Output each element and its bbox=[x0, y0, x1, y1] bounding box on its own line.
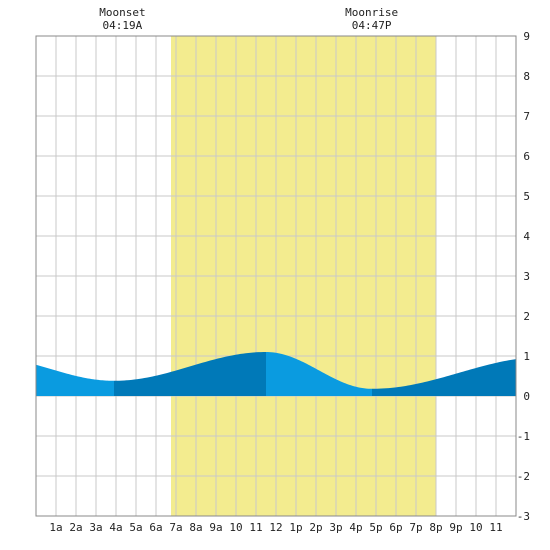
y-tick-labels: -3 -2 -1 0 1 2 3 4 5 6 7 8 9 bbox=[517, 30, 531, 523]
x-tick-label: 4p bbox=[349, 521, 362, 534]
tide-segment bbox=[266, 352, 372, 396]
tide-segment bbox=[372, 359, 516, 396]
x-tick-label: 2p bbox=[309, 521, 322, 534]
x-tick-label: 6a bbox=[149, 521, 162, 534]
tide-segment bbox=[114, 352, 266, 396]
y-tick-label: 0 bbox=[523, 390, 530, 403]
x-tick-label: 3p bbox=[329, 521, 342, 534]
x-tick-label: 7p bbox=[409, 521, 422, 534]
y-tick-label: 8 bbox=[523, 70, 530, 83]
x-tick-label: 5a bbox=[129, 521, 142, 534]
y-tick-label: -2 bbox=[517, 470, 530, 483]
x-tick-label: 10 bbox=[229, 521, 242, 534]
x-tick-label: 9a bbox=[209, 521, 222, 534]
x-tick-label: 1p bbox=[289, 521, 302, 534]
x-tick-label: 8a bbox=[189, 521, 202, 534]
x-tick-label: 3a bbox=[89, 521, 102, 534]
event-time: 04:19A bbox=[103, 19, 143, 32]
x-tick-label: 2a bbox=[69, 521, 82, 534]
event-name: Moonrise bbox=[345, 6, 398, 19]
grid-lines bbox=[36, 36, 516, 516]
x-tick-label: 10 bbox=[469, 521, 482, 534]
event-time: 04:47P bbox=[352, 19, 392, 32]
y-tick-label: 5 bbox=[523, 190, 530, 203]
y-tick-label: 6 bbox=[523, 150, 530, 163]
plot-border bbox=[35, 35, 517, 517]
y-tick-label: 2 bbox=[523, 310, 530, 323]
x-tick-label: 7a bbox=[169, 521, 182, 534]
x-tick-label: 6p bbox=[389, 521, 402, 534]
tide-segment bbox=[36, 364, 114, 396]
y-tick-label: 7 bbox=[523, 110, 530, 123]
x-tick-label: 1a bbox=[49, 521, 62, 534]
x-tick-labels: 1a 2a 3a 4a 5a 6a 7a 8a 9a 10 11 12 1p 2p 3p 4p 5p 6p 7p 8p… bbox=[49, 521, 502, 534]
x-tick-label: 9p bbox=[449, 521, 462, 534]
y-tick-label: -1 bbox=[517, 430, 530, 443]
event-name: Moonset bbox=[99, 6, 145, 19]
y-tick-label: 4 bbox=[523, 230, 530, 243]
x-tick-label: 12 bbox=[269, 521, 282, 534]
y-tick-label: -3 bbox=[517, 510, 530, 523]
y-tick-label: 9 bbox=[523, 30, 530, 43]
x-tick-label: 11 bbox=[489, 521, 502, 534]
y-tick-label: 3 bbox=[523, 270, 530, 283]
x-tick-label: 4a bbox=[109, 521, 122, 534]
x-tick-label: 8p bbox=[429, 521, 442, 534]
x-tick-label: 11 bbox=[249, 521, 262, 534]
y-tick-label: 1 bbox=[523, 350, 530, 363]
x-tick-label: 5p bbox=[369, 521, 382, 534]
tide-area bbox=[36, 352, 516, 396]
